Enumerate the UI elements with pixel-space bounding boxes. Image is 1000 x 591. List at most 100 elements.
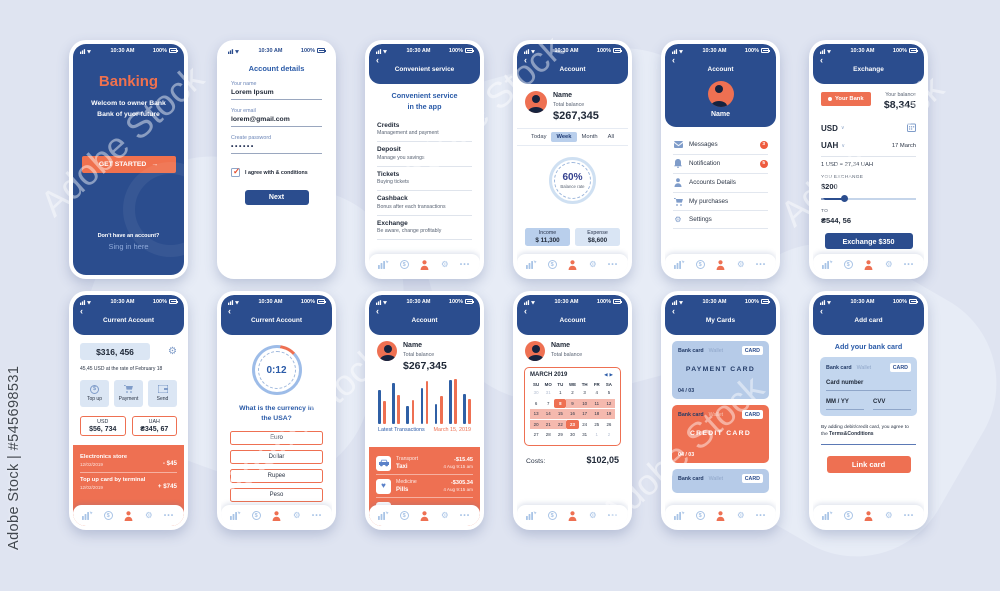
dollar-nav-icon[interactable]: $ [547,260,558,269]
quiz-option-peso[interactable]: Peso [230,487,323,502]
calendar-nav-arrows[interactable]: ◀▶ [604,372,615,378]
more-nav-icon[interactable]: ••• [607,512,619,519]
calendar-icon[interactable] [907,119,916,137]
menu-item-accounts-details[interactable]: Accounts Details [673,174,768,194]
calendar-day[interactable]: 20 [530,419,543,429]
menu-item-messages[interactable]: Messages 3 [673,136,768,155]
back-chevron-icon[interactable]: ‹ [228,306,231,316]
menu-item-notification[interactable]: Notification 5 [673,155,768,174]
bank-card[interactable]: Bank card Wallet CARD PAYMENT CARD 04 / 03 [672,341,769,399]
dollar-nav-icon[interactable]: $ [547,511,558,520]
calendar-day[interactable]: 16 [566,409,579,419]
calendar-day[interactable]: 15 [554,409,567,419]
back-chevron-icon[interactable]: ‹ [672,55,675,65]
gear-nav-icon[interactable]: ⚙ [145,510,153,521]
quiz-option-euro[interactable]: Euro [230,430,323,445]
tab-today[interactable]: Today [531,133,547,140]
calendar-day[interactable]: 28 [545,432,551,438]
gear-nav-icon[interactable]: ⚙ [885,510,893,521]
gear-nav-icon[interactable]: ⚙ [441,510,449,521]
calendar-day[interactable]: 30 [570,432,575,438]
calendar-day[interactable]: 12 [602,398,615,408]
dollar-nav-icon[interactable]: $ [399,260,410,269]
action-send[interactable]: Send [148,380,177,407]
person-nav-icon[interactable] [419,259,430,270]
quiz-option-dollar[interactable]: Dollar [230,449,323,464]
transaction-row[interactable]: Transport Taxi -$15.45 4 Aug 9:15 am [376,452,473,475]
person-nav-icon[interactable] [567,259,578,270]
calendar-day[interactable]: 13 [530,409,543,419]
menu-item-settings[interactable]: ⚙ Settings [673,211,768,230]
gear-icon[interactable]: ⚙ [168,345,177,357]
gear-nav-icon[interactable]: ⚙ [737,259,745,270]
dollar-nav-icon[interactable]: $ [843,260,854,269]
menu-item-my-purchases[interactable]: My purchases [673,193,768,212]
dollar-nav-icon[interactable]: $ [843,511,854,520]
calendar-day[interactable]: 9 [566,398,579,408]
your-bank-button[interactable]: Your Bank [818,92,871,110]
person-nav-icon[interactable] [271,510,282,521]
chart-nav-icon[interactable] [822,511,833,520]
tab-bank-card[interactable]: Bank card [678,347,704,354]
person-nav-icon[interactable] [567,510,578,521]
transaction-row[interactable]: ♥ Medicine Pills -$305.34 4 Aug 9:15 am [376,475,473,498]
back-chevron-icon[interactable]: ‹ [524,306,527,316]
income-box[interactable]: Income $ 11,300 [525,228,570,246]
dollar-nav-icon[interactable]: $ [399,511,410,520]
name-field[interactable]: Lorem Ipsum [231,89,322,100]
tab-bank-card[interactable]: Bank card [678,475,704,482]
card-number-input[interactable]: Card number [826,380,911,391]
calendar-day[interactable]: 3 [583,390,586,396]
sign-in-link[interactable]: Sing in here [108,242,149,251]
back-chevron-icon[interactable]: ‹ [80,306,83,316]
latest-transactions-link[interactable]: Latest Transactions [378,426,425,433]
expiry-input[interactable]: MM / YY [826,399,864,410]
calendar-day[interactable]: 18 [590,409,603,419]
chart-nav-icon[interactable] [822,260,833,269]
service-item[interactable]: Tickets Buying tickets [377,167,472,192]
tab-week[interactable]: Week [551,131,577,142]
more-nav-icon[interactable]: ••• [903,512,915,519]
calendar-day[interactable]: 21 [542,419,555,429]
password-field[interactable]: •••••• [231,143,322,154]
tab-month[interactable]: Month [581,133,598,140]
calendar-day[interactable]: 1 [595,432,598,438]
person-nav-icon[interactable] [123,510,134,521]
link-card-button[interactable]: Link card [826,455,911,473]
tab-wallet[interactable]: Wallet [856,364,872,371]
back-chevron-icon[interactable]: ‹ [672,306,675,316]
tab-bank-card[interactable]: Bank card [678,411,704,418]
quiz-option-rupee[interactable]: Rupee [230,468,323,483]
calendar-day[interactable]: 31 [582,432,588,438]
calendar-day[interactable]: 17 [578,409,591,419]
calendar-day[interactable]: 7 [546,400,550,406]
tab-all[interactable]: All [607,133,615,140]
currency-from-select[interactable]: USD ∨ [821,123,845,133]
bank-card[interactable]: Bank card Wallet CARD [672,469,769,493]
exchange-button[interactable]: Exchange $350 [824,233,913,249]
calendar-day[interactable]: 23 [566,419,579,429]
calendar-day[interactable]: 30 [533,390,539,396]
chart-nav-icon[interactable] [230,511,241,520]
tab-bank-card[interactable]: Bank card [826,364,852,371]
calendar-day[interactable]: 2 [571,390,574,396]
service-item[interactable]: Deposit Manage you savings [377,142,472,167]
agree-checkbox[interactable] [231,166,240,177]
calendar-day[interactable]: 25 [594,421,600,427]
more-nav-icon[interactable]: ••• [311,512,323,519]
gear-nav-icon[interactable]: ⚙ [441,259,449,270]
back-chevron-icon[interactable]: ‹ [376,55,379,65]
gear-nav-icon[interactable]: ⚙ [589,510,597,521]
gear-nav-icon[interactable]: ⚙ [885,259,893,270]
chart-nav-icon[interactable] [674,260,685,269]
calendar-day[interactable]: 1 [559,390,562,396]
more-nav-icon[interactable]: ••• [607,261,619,268]
more-nav-icon[interactable]: ••• [755,261,767,268]
dollar-nav-icon[interactable]: $ [695,511,706,520]
calendar-day[interactable]: 19 [602,409,615,419]
chart-nav-icon[interactable] [378,511,389,520]
bank-card[interactable]: Bank card Wallet CARD CREDIT CARD 04 / 03 [672,405,769,463]
calendar-day[interactable]: 4 [595,390,598,396]
calendar-day[interactable]: 11 [590,398,603,408]
calendar-day[interactable]: 31 [545,390,551,396]
